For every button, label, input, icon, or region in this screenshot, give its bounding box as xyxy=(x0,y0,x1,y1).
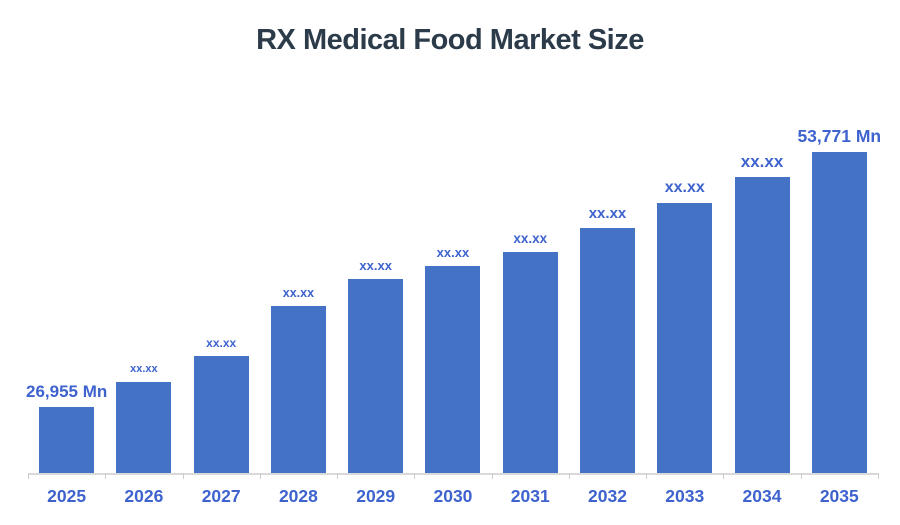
bar-cell-2028: xx.xx xyxy=(260,140,337,473)
x-axis-tick xyxy=(259,473,261,479)
bar-cell-2027: xx.xx xyxy=(183,140,260,473)
bar-cell-2033: xx.xx xyxy=(646,140,723,473)
bar-2029 xyxy=(348,279,404,473)
bar-2033 xyxy=(657,203,713,473)
bar-2026 xyxy=(116,382,172,473)
x-label-2025: 2025 xyxy=(47,486,87,506)
data-label-2031: xx.xx xyxy=(513,230,548,246)
x-label-2029: 2029 xyxy=(356,486,396,506)
data-label-2026: xx.xx xyxy=(130,363,158,375)
bar-cell-2031: xx.xx xyxy=(492,140,569,473)
bar-2030 xyxy=(425,266,481,473)
x-axis-line xyxy=(28,473,879,475)
bar-2025 xyxy=(39,407,95,473)
bar-2027 xyxy=(193,356,249,473)
bar-cell-2035: 53,771 Mn xyxy=(797,127,881,473)
data-label-2025: 26,955 Mn xyxy=(25,382,108,401)
data-label-2028: xx.xx xyxy=(282,285,315,300)
data-label-2033: xx.xx xyxy=(664,179,705,196)
data-label-2027: xx.xx xyxy=(206,336,237,350)
x-axis-tick xyxy=(878,473,879,479)
x-label-2030: 2030 xyxy=(433,486,473,506)
x-axis-tick xyxy=(28,473,29,479)
x-axis-tick xyxy=(800,473,802,479)
chart-title: RX Medical Food Market Size xyxy=(256,24,644,56)
x-label-2028: 2028 xyxy=(278,486,318,506)
plot-area: 26,955 Mn xx.xx xx.xx xx.xx xx.xx xx.xx xx.xx x… xyxy=(25,127,881,473)
x-axis-labels: 2025 2026 2027 2028 2029 2030 2031 2032 2033 2034… xyxy=(28,486,878,507)
x-label-2034: 2034 xyxy=(742,486,782,506)
x-axis-tick xyxy=(337,473,339,479)
data-label-2029: xx.xx xyxy=(359,258,392,273)
data-label-2032: xx.xx xyxy=(588,205,627,222)
bar-2031 xyxy=(502,252,558,473)
bar-cell-2029: xx.xx xyxy=(337,140,414,473)
x-label-2027: 2027 xyxy=(201,486,241,506)
data-label-2035: 53,771 Mn xyxy=(797,125,882,146)
x-axis-tick xyxy=(723,473,725,479)
bar-2034 xyxy=(734,177,790,473)
x-label-2026: 2026 xyxy=(124,486,164,506)
bar-2028 xyxy=(270,306,326,473)
x-axis-tick xyxy=(646,473,648,479)
x-axis-tick xyxy=(568,473,570,479)
x-axis-tick xyxy=(491,473,493,479)
x-axis-tick xyxy=(414,473,416,479)
x-label-2032: 2032 xyxy=(588,486,627,506)
bar-cell-2032: xx.xx xyxy=(569,140,646,473)
bar-2035 xyxy=(811,152,867,473)
x-axis-tick xyxy=(182,473,184,479)
bar-2032 xyxy=(579,228,635,473)
x-label-2031: 2031 xyxy=(510,486,550,506)
x-label-2035: 2035 xyxy=(819,486,859,506)
data-label-2034: xx.xx xyxy=(740,152,784,171)
bar-cell-2025: 26,955 Mn xyxy=(25,140,108,473)
x-label-2033: 2033 xyxy=(665,486,705,506)
x-axis-tick xyxy=(105,473,107,479)
data-label-2030: xx.xx xyxy=(436,245,470,260)
bar-cell-2034: xx.xx xyxy=(723,140,800,473)
bar-cell-2026: xx.xx xyxy=(105,140,182,473)
bar-cell-2030: xx.xx xyxy=(414,140,491,473)
